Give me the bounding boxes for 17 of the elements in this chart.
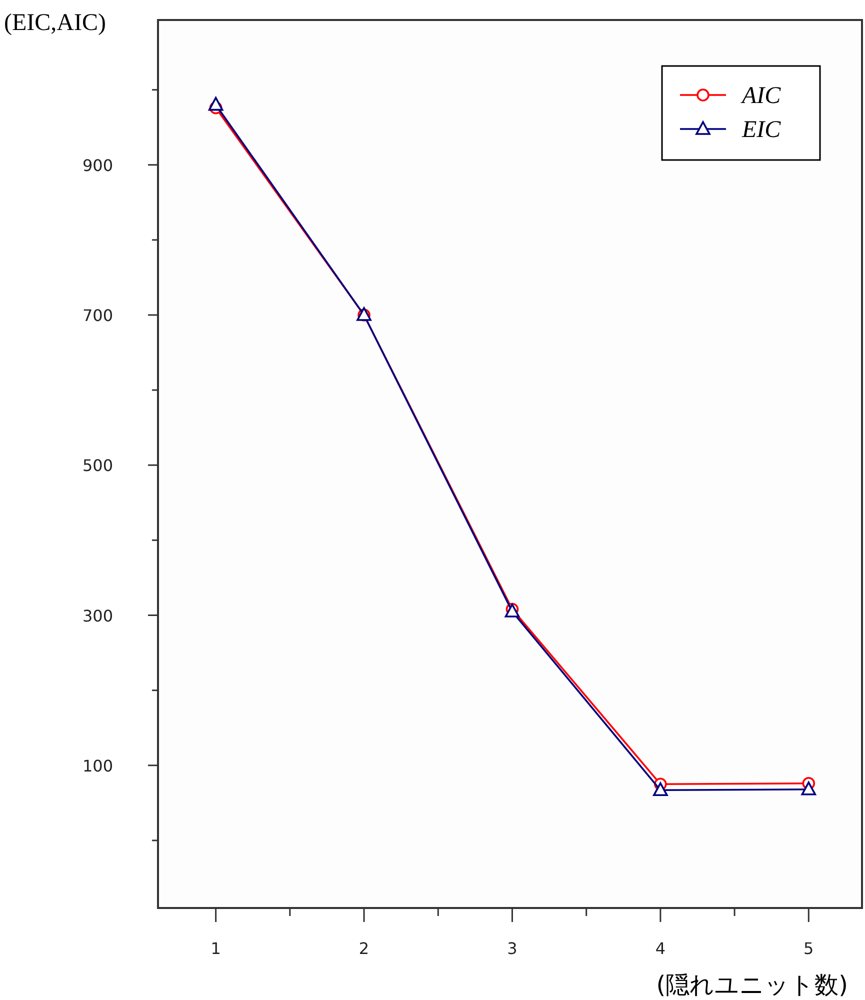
- x-axis-title: (隠れユニット数): [656, 971, 848, 999]
- point: [653, 782, 668, 796]
- x-tick-label: 5: [804, 939, 814, 958]
- x-tick-label: 3: [507, 939, 518, 958]
- point: [208, 96, 224, 111]
- legend-label: EIC: [741, 117, 782, 143]
- x-tick-label: 2: [358, 939, 370, 958]
- y-tick-label: 700: [82, 306, 113, 325]
- y-axis-title: (EIC,AIC): [4, 10, 106, 36]
- x-tick-label: 4: [655, 939, 666, 958]
- y-tick-label: 900: [82, 156, 113, 175]
- point: [801, 782, 816, 796]
- y-tick-label: 100: [82, 756, 113, 776]
- y-tick-label: 500: [82, 456, 113, 476]
- x-tick-label: 1: [210, 939, 221, 958]
- legend-label: AIC: [740, 83, 782, 109]
- y-tick-label: 300: [82, 606, 113, 626]
